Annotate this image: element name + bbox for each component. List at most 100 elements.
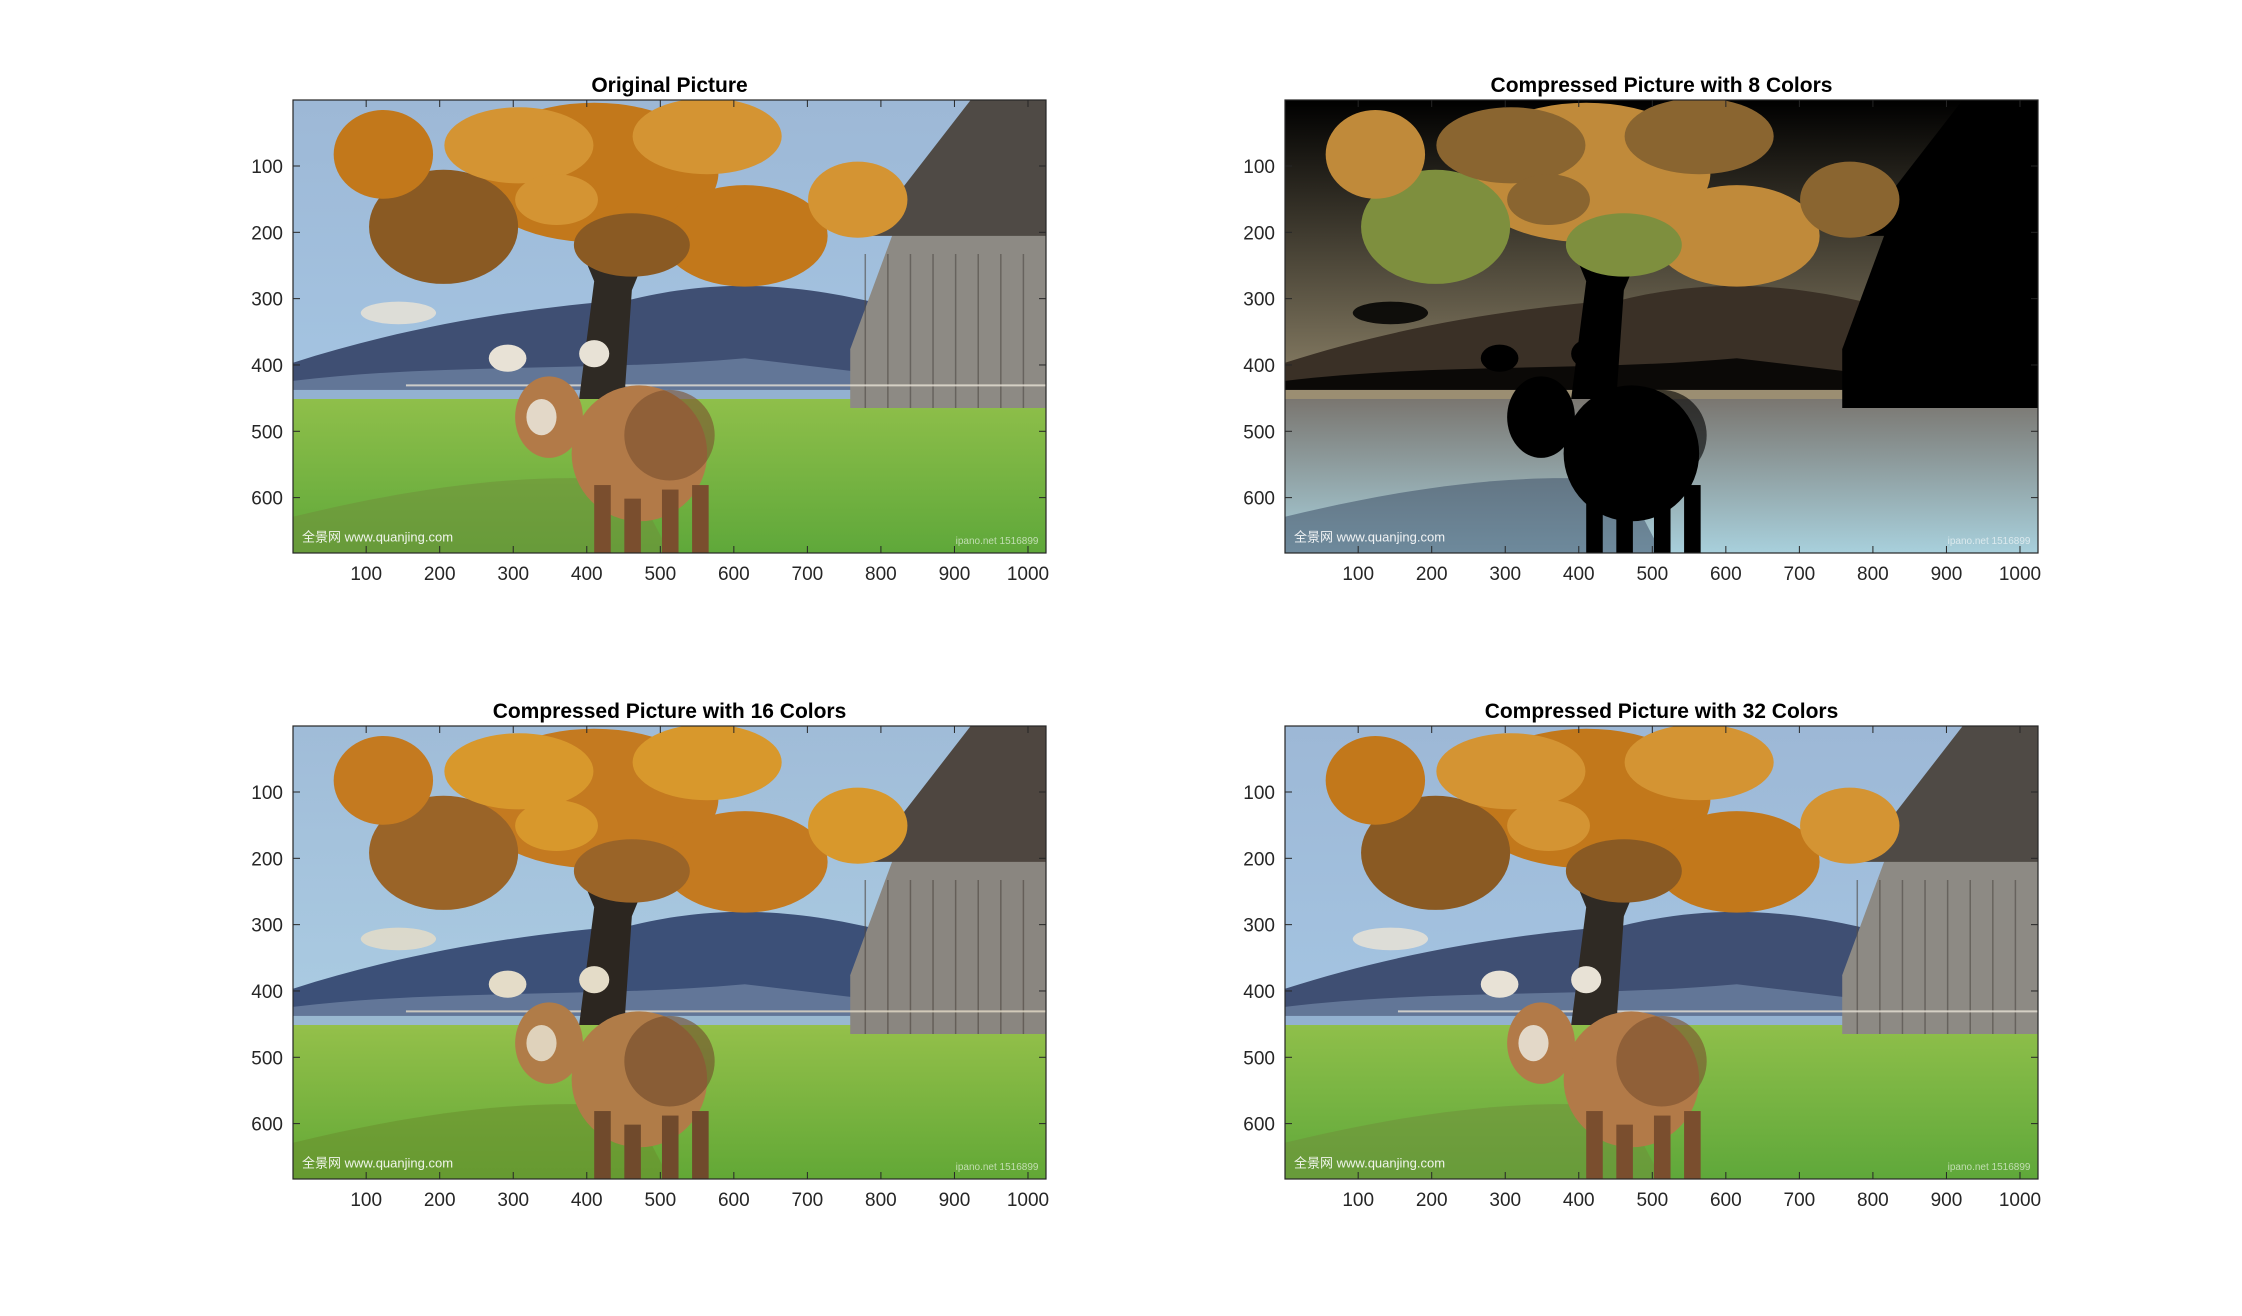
y-tick-label: 200 — [251, 849, 283, 870]
x-tick-label: 200 — [424, 564, 456, 585]
y-tick-label: 100 — [251, 783, 283, 804]
tree-canopy — [333, 109, 434, 199]
x-tick-label: 800 — [1857, 1190, 1889, 1211]
cloud — [1352, 927, 1429, 951]
tree-canopy — [808, 161, 908, 238]
x-tick-label: 900 — [1931, 1190, 1963, 1211]
x-tick-label: 100 — [350, 1190, 382, 1211]
y-tick-label: 300 — [251, 290, 283, 311]
tree-canopy — [1507, 800, 1590, 852]
tree-canopy — [1507, 174, 1590, 226]
watermark-right: ipano.net 1516899 — [956, 536, 1039, 547]
x-tick-label: 300 — [1489, 1190, 1521, 1211]
subplot-title: Compressed Picture with 8 Colors — [1491, 74, 1833, 97]
tree-canopy — [1361, 169, 1511, 284]
shadow — [1285, 478, 1662, 553]
tree-canopy — [1653, 811, 1820, 913]
x-tick-label: 400 — [571, 564, 603, 585]
y-tick-label: 600 — [251, 489, 283, 510]
watermark-left: 全景网 www.quanjing.com — [1294, 530, 1445, 545]
x-tick-label: 600 — [1710, 1190, 1742, 1211]
y-tick-label: 500 — [1243, 1048, 1275, 1069]
cow-ear-right — [579, 966, 610, 994]
watermark-left: 全景网 www.quanjing.com — [302, 530, 453, 545]
barn-wall — [1842, 825, 2038, 1035]
tree-canopy — [444, 107, 594, 184]
y-tick-label: 600 — [1243, 489, 1275, 510]
shadow — [293, 1104, 670, 1179]
y-tick-label: 400 — [251, 982, 283, 1003]
tree-canopy — [515, 800, 598, 852]
x-tick-label: 400 — [1563, 1190, 1595, 1211]
tree-canopy — [573, 839, 690, 903]
x-tick-label: 600 — [1710, 564, 1742, 585]
y-tick-label: 300 — [251, 916, 283, 937]
watermark-left: 全景网 www.quanjing.com — [302, 1156, 453, 1171]
x-tick-label: 1000 — [1007, 564, 1049, 585]
cow-ear-left — [488, 344, 527, 372]
cow-leg — [661, 489, 679, 553]
shadow — [1285, 1104, 1662, 1179]
tree-canopy — [1436, 107, 1586, 184]
y-tick-label: 400 — [1243, 356, 1275, 377]
cow-ear-right — [1571, 966, 1602, 994]
x-tick-label: 400 — [1563, 564, 1595, 585]
tree-canopy — [573, 213, 690, 277]
x-tick-label: 1000 — [1999, 1190, 2041, 1211]
cow-ear-left — [1480, 344, 1519, 372]
x-tick-label: 100 — [350, 564, 382, 585]
x-tick-label: 700 — [792, 1190, 824, 1211]
tree-canopy — [333, 735, 434, 825]
x-tick-label: 500 — [1636, 1190, 1668, 1211]
cow-flank — [624, 1015, 715, 1107]
x-tick-label: 200 — [424, 1190, 456, 1211]
subplot-title: Compressed Picture with 32 Colors — [1485, 700, 1839, 723]
barn-roof — [1857, 726, 2038, 862]
x-tick-label: 400 — [571, 1190, 603, 1211]
cow-ear-left — [1480, 970, 1519, 998]
y-tick-label: 200 — [1243, 223, 1275, 244]
x-tick-label: 1000 — [1999, 564, 2041, 585]
tree-canopy — [369, 169, 519, 284]
barn-roof — [865, 726, 1046, 862]
barn-roof — [1857, 100, 2038, 236]
image-content: 全景网 www.quanjing.com ipano.net 1516899 — [293, 726, 1046, 1179]
x-tick-label: 300 — [497, 564, 529, 585]
tree-canopy — [661, 811, 828, 913]
tree-canopy — [632, 726, 782, 801]
y-tick-label: 400 — [1243, 982, 1275, 1003]
tree-canopy — [808, 787, 908, 864]
cow-leg — [692, 485, 709, 553]
shadow — [293, 478, 670, 553]
subplot-3: 全景网 www.quanjing.com ipano.net 1516899 Com… — [251, 700, 1049, 1211]
cow-leg — [1616, 1124, 1633, 1179]
barn-roof — [865, 100, 1046, 236]
cow-leg — [1616, 498, 1633, 553]
cow-flank — [1616, 1015, 1707, 1107]
tree-canopy — [1325, 109, 1426, 199]
tree-canopy — [661, 185, 828, 287]
tree-canopy — [1624, 726, 1774, 801]
tree-canopy — [1436, 733, 1586, 810]
x-tick-label: 700 — [1784, 564, 1816, 585]
tree-canopy — [1361, 795, 1511, 910]
x-tick-label: 800 — [865, 564, 897, 585]
cow-leg — [1684, 485, 1701, 553]
y-tick-label: 500 — [251, 422, 283, 443]
x-tick-label: 600 — [718, 564, 750, 585]
y-tick-label: 400 — [251, 356, 283, 377]
cow-ear-right — [1571, 340, 1602, 368]
x-tick-label: 600 — [718, 1190, 750, 1211]
y-tick-label: 600 — [251, 1115, 283, 1136]
x-tick-label: 100 — [1342, 564, 1374, 585]
y-tick-label: 200 — [1243, 849, 1275, 870]
x-tick-label: 700 — [1784, 1190, 1816, 1211]
subplot-2: 全景网 www.quanjing.com ipano.net 1516899 Com… — [1243, 74, 2041, 585]
x-tick-label: 200 — [1416, 1190, 1448, 1211]
cow-leg — [1653, 1115, 1671, 1179]
cow-leg — [594, 485, 611, 553]
cow-leg — [594, 1111, 611, 1179]
y-tick-label: 200 — [251, 223, 283, 244]
x-tick-label: 500 — [1636, 564, 1668, 585]
subplot-title: Compressed Picture with 16 Colors — [493, 700, 847, 723]
